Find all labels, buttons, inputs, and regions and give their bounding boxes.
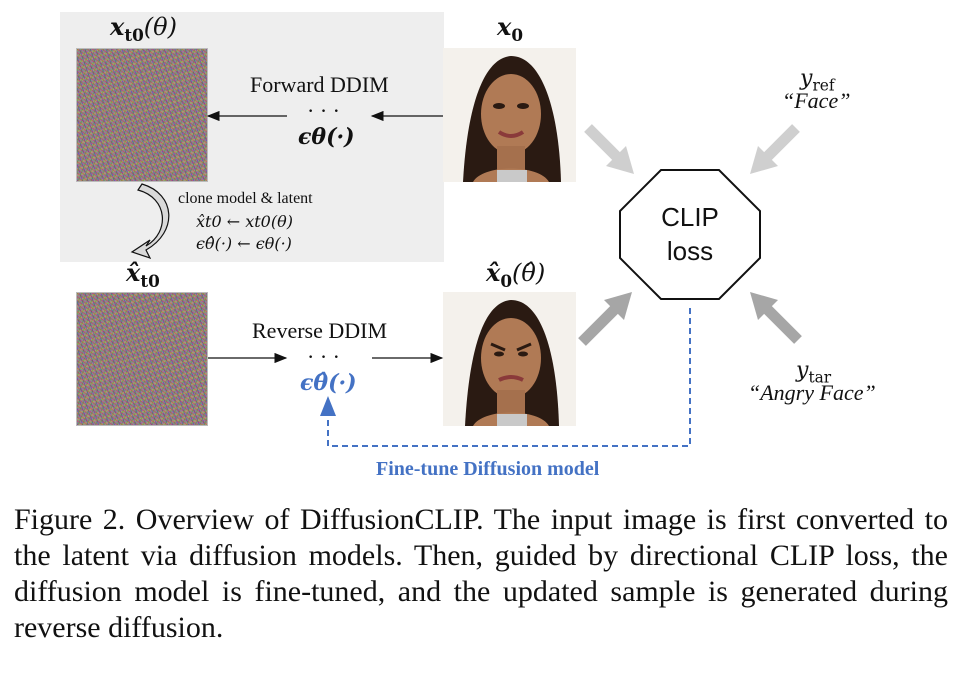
input-face-image xyxy=(443,48,576,182)
label-xhat-t0: x̂t0 xyxy=(126,258,160,291)
arrow-yref-to-clip xyxy=(750,124,800,174)
figure-caption: Figure 2. Overview of DiffusionCLIP. The… xyxy=(14,503,948,644)
clone-curved-arrow xyxy=(130,183,170,260)
eps-theta-label: ϵθ(·) xyxy=(298,124,355,150)
clip-loss-text: CLIP loss xyxy=(661,202,719,266)
y-tar-text: “Angry Face” xyxy=(748,380,876,405)
clip-loss-octagon xyxy=(619,169,761,300)
label-xhat0-thetahat: x̂0(θ̂) xyxy=(486,258,546,291)
finetune-label: Fine-tune Diffusion model xyxy=(376,458,600,480)
edited-angry-face-image xyxy=(443,292,576,426)
forward-ddim-label: Forward DDIM xyxy=(250,72,389,97)
latent-noise-image-top xyxy=(76,48,208,182)
reverse-ddim-label: Reverse DDIM xyxy=(252,318,388,343)
reverse-dots: · · · xyxy=(307,344,340,369)
label-x-t0-theta: xt0(θ) xyxy=(110,12,177,45)
clone-title: clone model & latent xyxy=(178,190,313,207)
arrow-ytar-to-clip xyxy=(750,292,802,344)
y-ref-text: “Face” xyxy=(782,88,851,113)
arrow-input-to-clip xyxy=(584,124,634,174)
eps-theta-hat-label: ϵθ̂(·) xyxy=(300,370,357,396)
forward-dots: · · · xyxy=(307,98,340,123)
label-x0: x0 xyxy=(497,12,523,45)
clone-line-model: ϵθ̂(·) ← ϵθ(·) xyxy=(196,234,292,253)
latent-noise-image-bottom xyxy=(76,292,208,426)
y-ref-label: yref xyxy=(800,66,835,95)
arrow-output-to-clip xyxy=(578,292,632,346)
diagram-arrows xyxy=(130,110,802,447)
finetune-dashed-arrow xyxy=(320,308,691,447)
clone-line-latent: x̂t0 ← xt0(θ) xyxy=(196,212,293,231)
y-tar-label: ytar xyxy=(796,358,832,387)
